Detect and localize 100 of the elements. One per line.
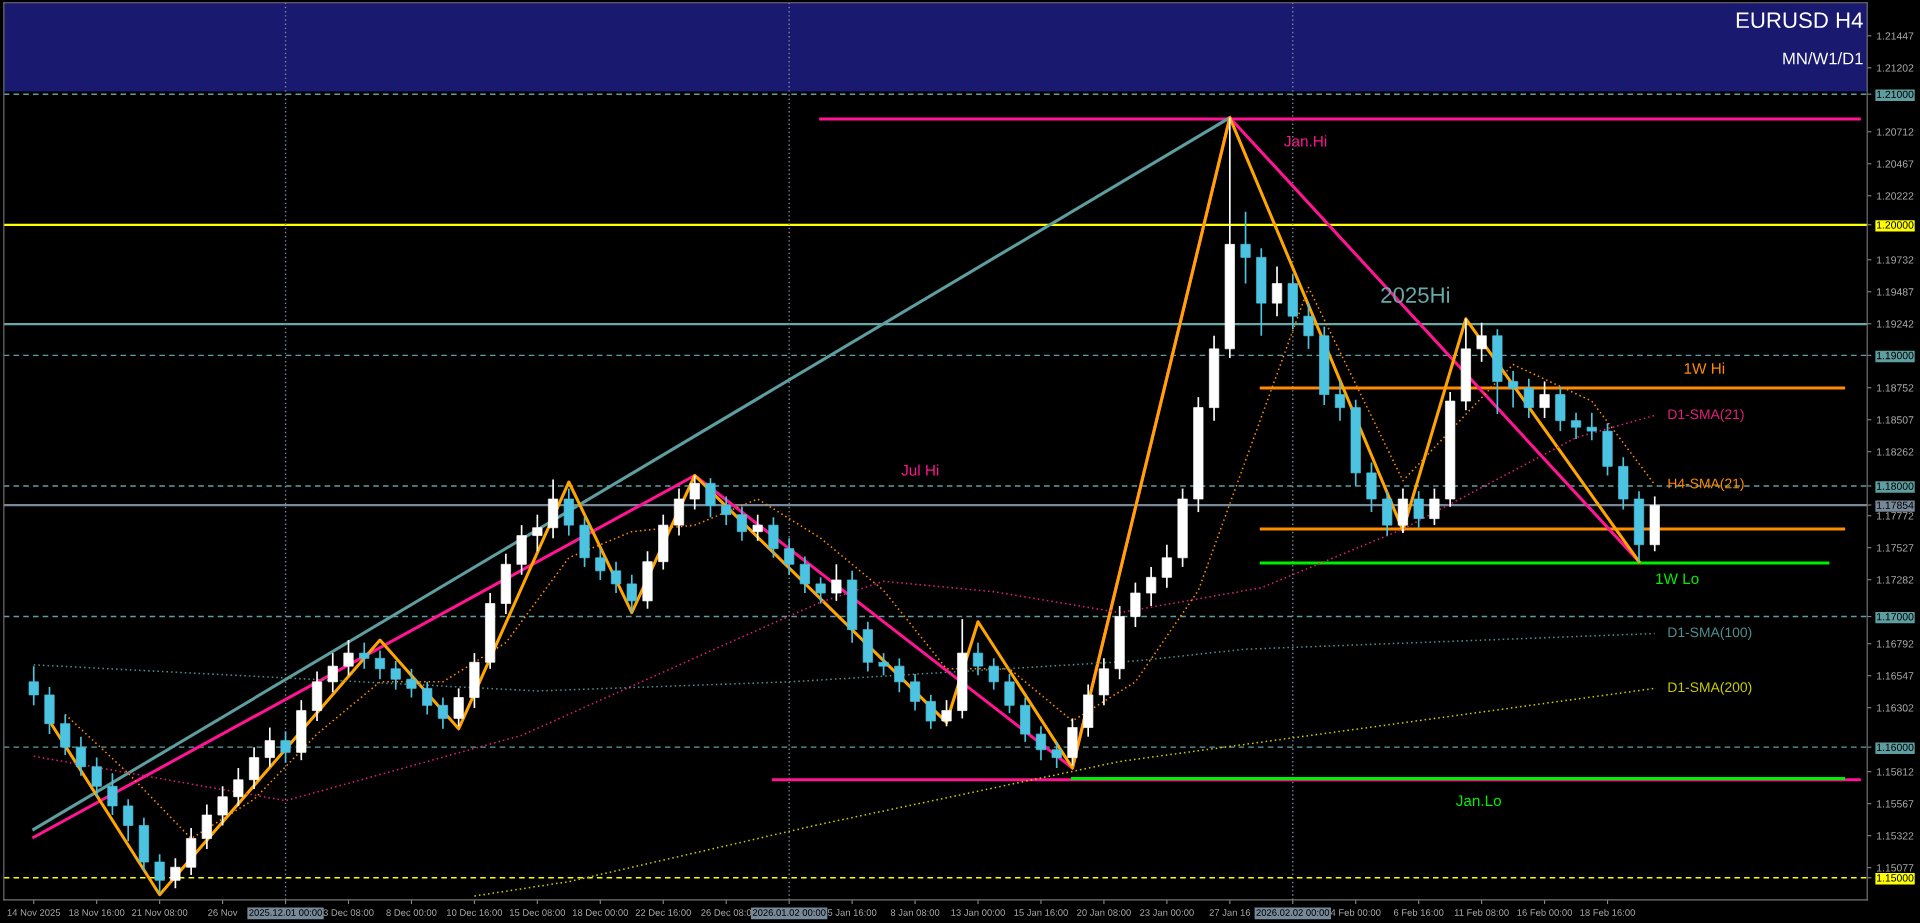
series-label: H4-SMA(21) bbox=[1668, 478, 1744, 492]
y-tick-label: 1.18262 bbox=[1877, 448, 1914, 456]
candlestick bbox=[1303, 302, 1314, 350]
candlestick bbox=[374, 649, 386, 681]
y-tick-label: 1.15322 bbox=[1877, 832, 1914, 840]
x-tick-label: 27 Jan 16 bbox=[1209, 909, 1251, 916]
candlestick bbox=[831, 563, 842, 602]
line-series bbox=[32, 632, 1656, 692]
x-tick-label: 11 Feb 08:00 bbox=[1454, 908, 1509, 916]
candlestick bbox=[233, 767, 244, 807]
x-tick-label: 18 Nov 16:00 bbox=[69, 909, 125, 916]
y-tick-label: 1.20222 bbox=[1877, 192, 1914, 200]
candlestick bbox=[894, 657, 905, 694]
x-tick-label: 6 Feb 16:00 bbox=[1393, 908, 1444, 916]
candlestick bbox=[1240, 210, 1251, 285]
candlestick bbox=[595, 547, 606, 581]
x-tick-label: 5 Jan 16:00 bbox=[827, 909, 877, 916]
candlestick bbox=[1035, 725, 1047, 762]
candlestick bbox=[1334, 380, 1346, 422]
x-tick-label: 21 Nov 08:00 bbox=[132, 909, 188, 916]
candlestick bbox=[1508, 370, 1519, 409]
y-tick-label: 1.17772 bbox=[1877, 512, 1914, 520]
candlestick bbox=[988, 657, 999, 691]
candlestick bbox=[123, 798, 134, 842]
annotation: 1W Lo bbox=[1656, 573, 1699, 585]
chart-title: EURUSD H4 bbox=[1736, 12, 1863, 29]
candlestick bbox=[1476, 321, 1487, 363]
series-label: D1-SMA(21) bbox=[1668, 408, 1744, 422]
candlestick bbox=[626, 573, 637, 614]
candlestick bbox=[343, 639, 354, 677]
candlestick bbox=[107, 772, 118, 816]
candlestick bbox=[422, 681, 433, 716]
y-tick-label: 1.21202 bbox=[1877, 64, 1914, 72]
y-tick-label: 1.17000 bbox=[1877, 613, 1914, 621]
candlestick bbox=[437, 696, 448, 730]
candlestick bbox=[28, 665, 39, 707]
x-tick-label: 26 Nov bbox=[208, 909, 238, 916]
candlestick bbox=[1429, 487, 1440, 526]
x-tick-label: 16 Feb 00:00 bbox=[1517, 908, 1573, 916]
candlestick bbox=[532, 513, 543, 553]
y-tick-label: 1.17854 bbox=[1877, 501, 1914, 509]
candlestick bbox=[280, 730, 291, 764]
y-tick-label: 1.17282 bbox=[1877, 576, 1914, 584]
line-series bbox=[473, 687, 1656, 897]
candlestick bbox=[406, 667, 417, 699]
x-tick-label: 23 Jan 00:00 bbox=[1140, 909, 1194, 916]
y-tick-label: 1.20000 bbox=[1877, 221, 1914, 229]
candlestick bbox=[815, 576, 826, 605]
series-label: D1-SMA(100) bbox=[1668, 627, 1752, 640]
candlestick bbox=[689, 474, 700, 511]
candlestick bbox=[1146, 566, 1157, 607]
x-tick-label: 15 Dec 08:00 bbox=[509, 909, 566, 916]
candlestick bbox=[154, 853, 165, 895]
x-tick-label: 2025.12.01 00:00 bbox=[249, 909, 322, 916]
candlestick bbox=[752, 513, 763, 542]
y-tick-label: 1.21000 bbox=[1877, 90, 1914, 99]
candlestick bbox=[878, 652, 889, 677]
candlestick bbox=[909, 673, 921, 712]
candlestick bbox=[768, 516, 779, 559]
x-tick-label: 2026.01.02 00:00 bbox=[752, 909, 826, 916]
y-tick-label: 1.16792 bbox=[1877, 640, 1914, 648]
x-tick-label: 4 Feb 00:00 bbox=[1330, 908, 1381, 916]
x-tick-label: 20 Jan 08:00 bbox=[1077, 909, 1131, 916]
candlestick bbox=[925, 694, 936, 730]
y-tick-label: 1.19242 bbox=[1877, 320, 1914, 328]
candlestick bbox=[390, 660, 401, 691]
y-tick-label: 1.20467 bbox=[1877, 160, 1914, 168]
candlestick bbox=[201, 803, 212, 850]
candlestick bbox=[453, 687, 464, 728]
annotation: Jul Hi bbox=[901, 464, 939, 476]
y-tick-label: 1.15077 bbox=[1877, 864, 1914, 872]
y-tick-label: 1.15812 bbox=[1877, 768, 1914, 776]
y-tick-label: 1.17527 bbox=[1877, 544, 1914, 552]
candlestick bbox=[359, 641, 370, 670]
candlestick bbox=[217, 785, 228, 827]
x-tick-label: 14 Nov 2025 bbox=[7, 909, 61, 916]
candlestick bbox=[736, 506, 748, 542]
x-tick-label: 8 Jan 08:00 bbox=[890, 909, 940, 916]
candlestick bbox=[784, 537, 795, 576]
y-tick-label: 1.16302 bbox=[1877, 704, 1914, 712]
candlestick bbox=[327, 652, 338, 694]
candlestick bbox=[1161, 543, 1172, 589]
candlestick bbox=[249, 746, 260, 790]
x-tick-label: 26 Dec 08:0 bbox=[701, 909, 752, 916]
annotation: 1W Hi bbox=[1684, 362, 1725, 374]
y-tick-label: 1.18752 bbox=[1877, 384, 1914, 392]
candlestick bbox=[170, 857, 181, 890]
candlestick bbox=[721, 495, 732, 526]
x-tick-label: 10 Dec 16:00 bbox=[447, 909, 503, 916]
x-tick-label: 22 Dec 16:00 bbox=[635, 909, 691, 916]
y-tick-label: 1.19732 bbox=[1877, 256, 1914, 264]
y-tick-label: 1.21447 bbox=[1877, 32, 1914, 40]
x-tick-label: 13 Jan 00:00 bbox=[951, 909, 1005, 916]
x-tick-label: 3 Dec 08:00 bbox=[323, 909, 374, 916]
y-tick-label: 1.19000 bbox=[1877, 351, 1914, 360]
candlestick bbox=[264, 726, 275, 768]
y-tick-label: 1.19487 bbox=[1877, 288, 1914, 296]
candlestick bbox=[705, 477, 716, 519]
x-tick-label: 8 Dec 00:00 bbox=[386, 909, 437, 916]
y-tick-label: 1.16547 bbox=[1877, 672, 1914, 680]
